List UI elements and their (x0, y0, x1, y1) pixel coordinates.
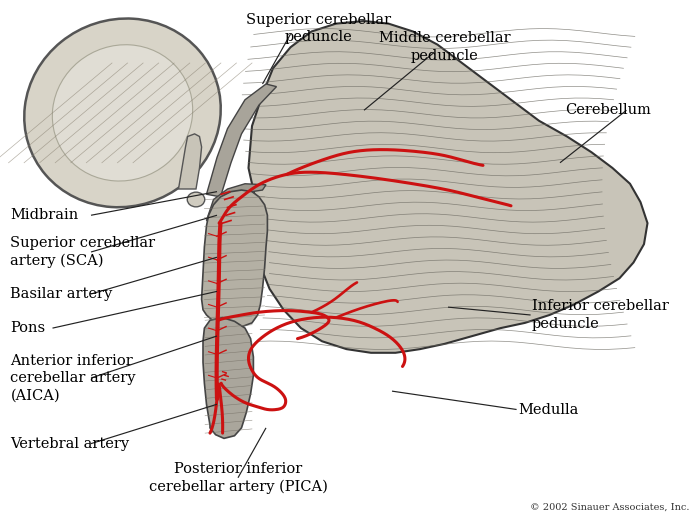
Text: Middle cerebellar
peduncle: Middle cerebellar peduncle (379, 32, 510, 63)
Polygon shape (206, 184, 266, 222)
Text: Superior cerebellar
artery (SCA): Superior cerebellar artery (SCA) (10, 236, 155, 268)
Text: Basilar artery: Basilar artery (10, 287, 113, 301)
Text: Cerebellum: Cerebellum (565, 103, 651, 117)
Ellipse shape (25, 18, 221, 207)
Text: Pons: Pons (10, 321, 46, 335)
Ellipse shape (188, 192, 205, 207)
Ellipse shape (52, 45, 192, 181)
Polygon shape (178, 134, 202, 189)
Polygon shape (203, 318, 253, 438)
Text: Inferior cerebellar
peduncle: Inferior cerebellar peduncle (532, 299, 669, 331)
Polygon shape (248, 21, 648, 353)
Text: Vertebral artery: Vertebral artery (10, 437, 130, 450)
Text: Superior cerebellar
peduncle: Superior cerebellar peduncle (246, 13, 391, 45)
Polygon shape (202, 190, 267, 328)
Text: © 2002 Sinauer Associates, Inc.: © 2002 Sinauer Associates, Inc. (530, 503, 690, 512)
Text: Posterior inferior
cerebellar artery (PICA): Posterior inferior cerebellar artery (PI… (148, 461, 328, 494)
Text: Midbrain: Midbrain (10, 208, 78, 222)
Text: Medulla: Medulla (518, 403, 578, 416)
Text: Anterior inferior
cerebellar artery
(AICA): Anterior inferior cerebellar artery (AIC… (10, 354, 136, 402)
Polygon shape (206, 84, 276, 197)
